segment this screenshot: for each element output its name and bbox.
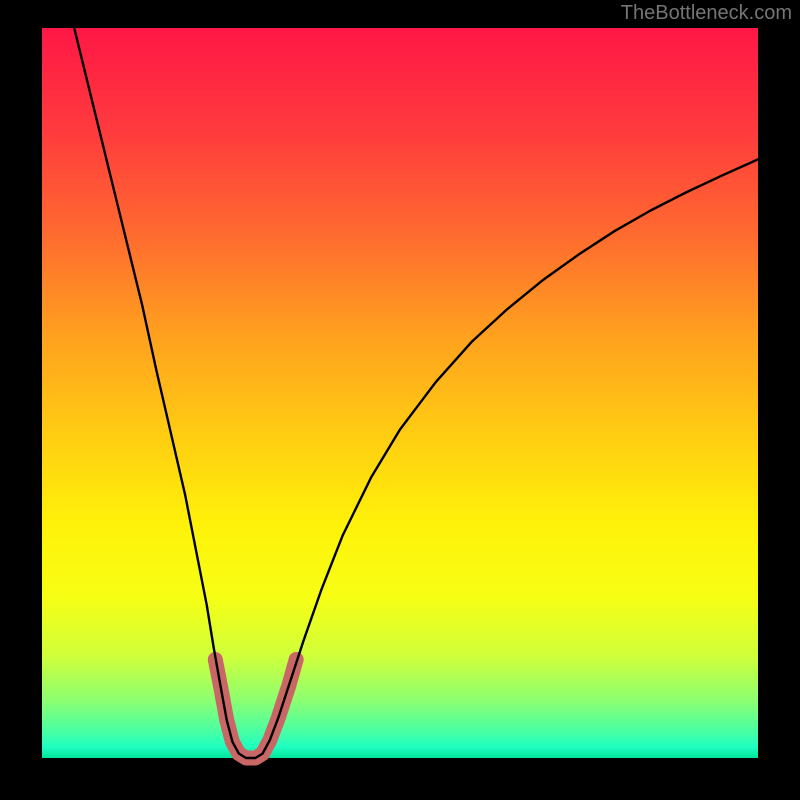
watermark-text: TheBottleneck.com bbox=[621, 2, 792, 25]
chart-curve-layer bbox=[42, 28, 758, 758]
chart-plot-area bbox=[42, 28, 758, 758]
chart-accent-segment bbox=[215, 659, 296, 758]
chart-main-curve bbox=[74, 28, 758, 758]
